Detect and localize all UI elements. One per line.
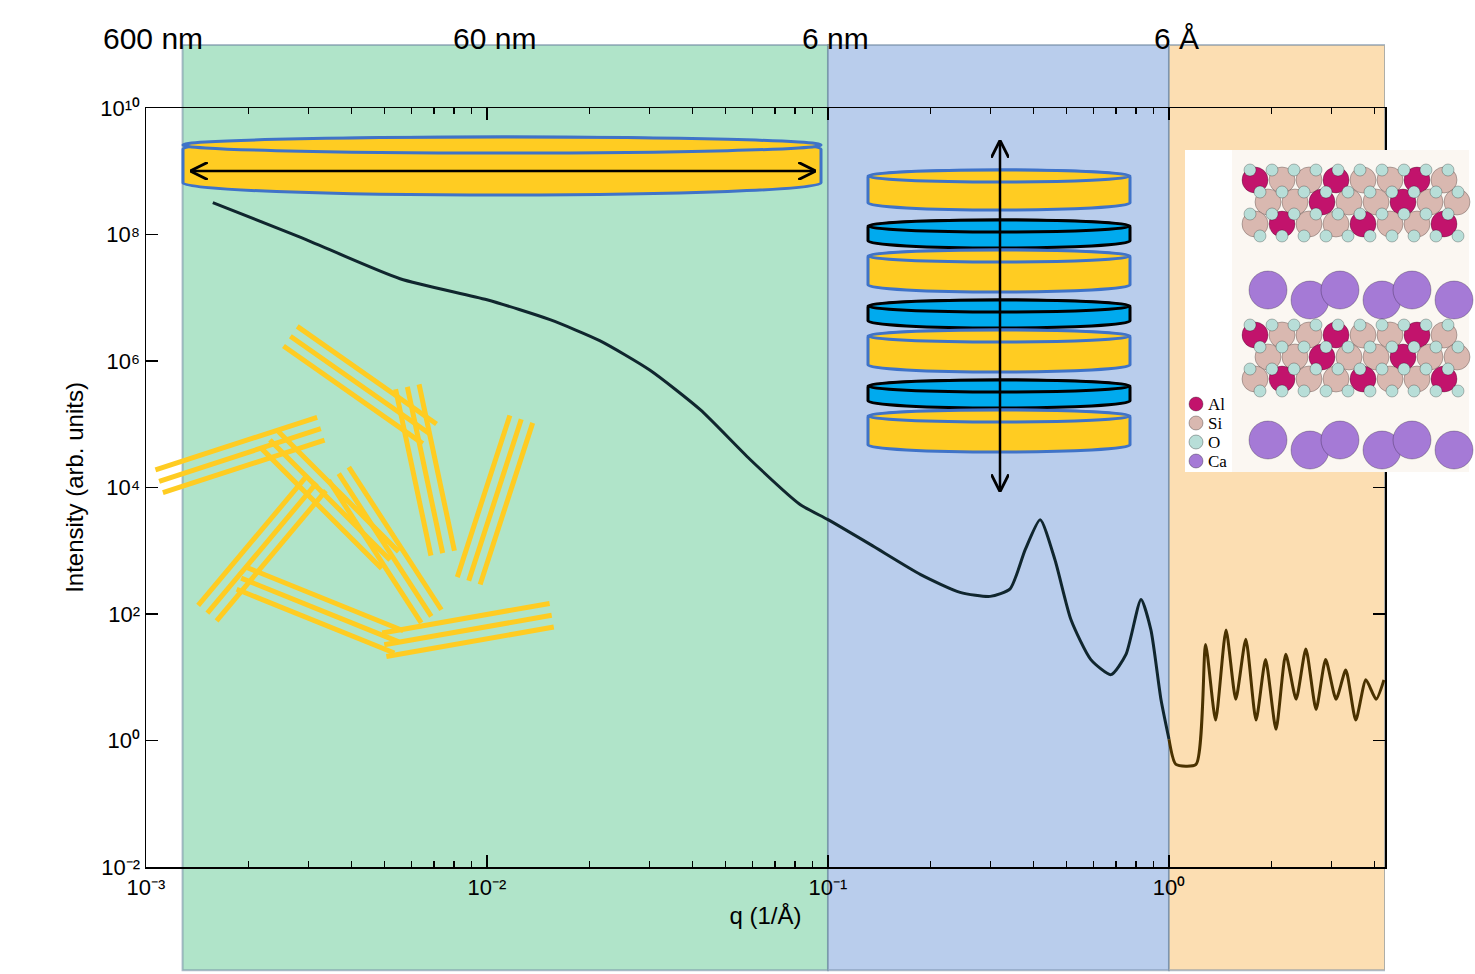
svg-text:O: O	[1208, 433, 1220, 452]
svg-text:q (1/Å): q (1/Å)	[729, 902, 801, 929]
svg-text:6 nm: 6 nm	[802, 22, 869, 55]
svg-text:10⁶: 10⁶	[107, 349, 141, 374]
svg-text:Si: Si	[1208, 414, 1222, 433]
svg-text:10²: 10²	[108, 602, 140, 627]
svg-text:Intensity (arb. units): Intensity (arb. units)	[61, 382, 88, 593]
svg-text:60 nm: 60 nm	[453, 22, 536, 55]
svg-text:10⁻²: 10⁻²	[468, 875, 507, 900]
svg-text:10⁰: 10⁰	[1153, 875, 1185, 900]
svg-text:10⁻¹: 10⁻¹	[809, 875, 848, 900]
svg-text:10⁻³: 10⁻³	[127, 875, 166, 900]
svg-text:Ca: Ca	[1208, 452, 1227, 471]
svg-text:10⁰: 10⁰	[108, 728, 140, 753]
svg-text:10⁸: 10⁸	[106, 222, 140, 247]
svg-text:10¹⁰: 10¹⁰	[100, 96, 140, 121]
svg-text:600 nm: 600 nm	[103, 22, 203, 55]
svg-text:Al: Al	[1208, 395, 1225, 414]
svg-text:10⁻²: 10⁻²	[101, 855, 140, 880]
svg-text:10⁴: 10⁴	[106, 475, 140, 500]
svg-text:6 Å: 6 Å	[1154, 22, 1199, 55]
